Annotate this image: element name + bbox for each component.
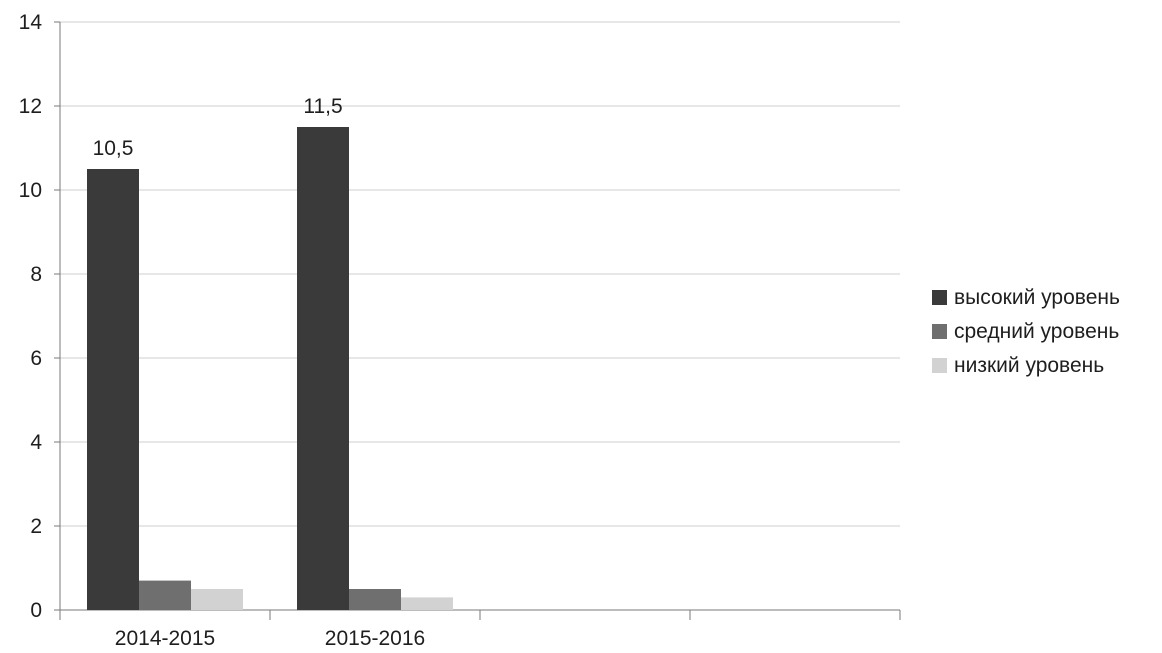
bar <box>139 580 191 610</box>
data-label: 10,5 <box>93 137 134 160</box>
x-axis: 2014-2015 2015-2016 <box>59 609 901 650</box>
x-tick-label: 2015-2016 <box>325 627 425 650</box>
bar <box>87 169 139 610</box>
legend: высокий уровень средний уровень низкий уро… <box>932 286 1120 377</box>
y-tick-label: 10 <box>19 179 42 202</box>
data-label: 11,5 <box>303 95 342 118</box>
legend-label: низкий уровень <box>954 354 1104 377</box>
legend-swatch <box>932 324 947 339</box>
y-tick-label: 6 <box>30 347 42 370</box>
legend-swatch <box>932 290 947 305</box>
legend-label: высокий уровень <box>954 286 1120 309</box>
y-axis: 0 2 4 6 8 10 12 14 <box>19 11 61 622</box>
bar <box>191 589 243 610</box>
y-tick-label: 14 <box>19 11 43 34</box>
y-tick-label: 8 <box>30 263 42 286</box>
bars <box>87 127 453 610</box>
data-labels: 10,5 11,5 <box>93 95 343 160</box>
y-tick-label: 4 <box>30 431 42 454</box>
gridlines <box>60 21 900 527</box>
legend-swatch <box>932 358 947 373</box>
bar <box>297 127 349 610</box>
y-tick-label: 12 <box>19 95 42 118</box>
x-tick-label: 2014-2015 <box>115 627 215 650</box>
y-tick-label: 2 <box>30 515 42 538</box>
bar <box>349 589 401 610</box>
legend-label: средний уровень <box>954 320 1119 343</box>
y-tick-label: 0 <box>30 599 42 622</box>
bar <box>401 597 453 610</box>
